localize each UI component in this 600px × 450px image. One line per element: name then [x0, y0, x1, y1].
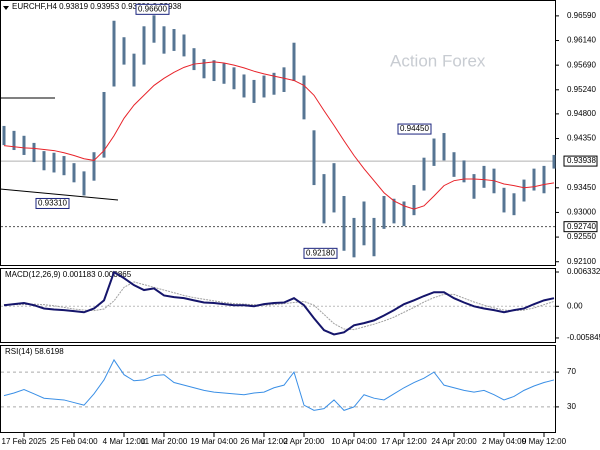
moving-average: [3, 61, 555, 210]
annotation-label: 0.93310: [38, 199, 67, 208]
y-tick-label: 0.95240: [567, 85, 596, 94]
level-label: 0.92740: [567, 222, 596, 231]
y-tick-label: 0.93000: [567, 208, 596, 217]
current-price-label: 0.93938: [567, 156, 596, 165]
x-tick-label: 19 Mar 04:00: [190, 437, 238, 446]
x-tick-label: 25 Feb 04:00: [50, 437, 98, 446]
y-tick-label: 0.96140: [567, 36, 596, 45]
macd-title: MACD(12,26,9) 0.001183 0.000865: [5, 270, 132, 279]
annotation-box: [397, 123, 432, 135]
y-tick-label: 0.94350: [567, 134, 596, 143]
rsi-title: RSI(14) 58.6198: [5, 347, 64, 356]
y-tick-label: 0.006332: [567, 267, 600, 276]
y-tick-label: 0.96590: [567, 11, 596, 20]
level-box: [563, 221, 598, 233]
y-tick-label: -0.005845: [567, 333, 600, 342]
rsi-line: [3, 358, 555, 411]
macd-line: [3, 270, 555, 336]
annotation-box: [35, 197, 70, 209]
y-tick-label: 0.92550: [567, 232, 596, 241]
annotation-box: [135, 3, 170, 15]
x-tick-label: 4 Mar 12:00: [103, 437, 146, 446]
current-price-box: [563, 155, 598, 167]
x-tick-label: 17 Apr 12:00: [381, 437, 427, 446]
annotation-label: 0.92180: [306, 248, 335, 257]
price-panel: [0, 0, 556, 266]
x-tick-label: 2 May 04:00: [482, 437, 527, 446]
y-tick-label: 70: [567, 367, 576, 376]
x-tick-label: 10 Apr 04:00: [331, 437, 377, 446]
annotation-box: [303, 247, 338, 259]
x-tick-label: 9 May 12:00: [522, 437, 567, 446]
macd-panel: [0, 268, 556, 343]
header: EURCHF,H4 0.93819 0.93953 0.93801 0.9393…: [12, 2, 182, 11]
annotation-label: 0.96600: [138, 4, 167, 13]
rsi-panel: [0, 345, 556, 433]
y-tick-label: 0.95690: [567, 60, 596, 69]
y-tick-label: 0.93450: [567, 183, 596, 192]
x-tick-label: 17 Feb 2025: [2, 437, 47, 446]
y-tick-label: 0.94800: [567, 109, 596, 118]
x-tick-label: 26 Mar 12:00: [240, 437, 288, 446]
macd-signal: [4, 281, 555, 331]
y-tick-label: 30: [567, 402, 576, 411]
x-tick-label: 11 Mar 20:00: [141, 437, 188, 446]
watermark: Action Forex: [390, 51, 486, 70]
trendline: [0, 188, 119, 201]
menu-arrow: [3, 6, 9, 10]
y-tick-label: 0.00: [567, 301, 583, 310]
y-tick-label: 0.92100: [567, 257, 596, 266]
x-tick-label: 2 Apr 20:00: [284, 437, 325, 446]
x-tick-label: 24 Apr 20:00: [431, 437, 477, 446]
annotation-label: 0.94450: [400, 124, 429, 133]
